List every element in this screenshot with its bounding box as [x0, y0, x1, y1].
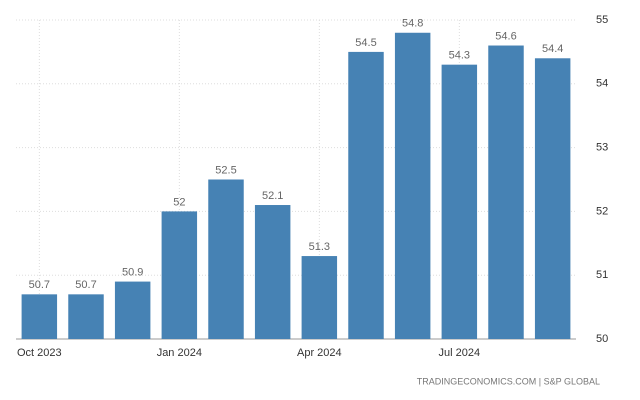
bar: [21, 294, 58, 339]
data-label: 54.5: [355, 37, 376, 49]
data-label: 54.4: [542, 43, 563, 55]
y-tick-label: 55: [596, 14, 608, 26]
data-label: 50.7: [75, 279, 96, 291]
bar: [534, 58, 571, 339]
data-label: 51.3: [309, 241, 330, 253]
data-label: 54.3: [449, 50, 470, 62]
x-tick-label: Jan 2024: [157, 347, 202, 359]
y-tick-label: 54: [596, 78, 608, 90]
data-label: 54.8: [402, 18, 423, 30]
y-tick-label: 53: [596, 142, 608, 154]
data-label: 50.7: [29, 279, 50, 291]
y-tick-label: 52: [596, 205, 608, 217]
data-label: 52.1: [262, 190, 283, 202]
y-tick-label: 50: [596, 333, 608, 345]
bar: [161, 211, 198, 339]
bar: [254, 205, 291, 339]
x-tick-label: Jul 2024: [439, 347, 481, 359]
bar: [488, 45, 524, 340]
bar: [208, 179, 244, 339]
bar: [68, 294, 104, 339]
bar: [348, 51, 384, 340]
bar: [114, 281, 151, 339]
data-label: 50.9: [122, 266, 143, 278]
data-label: 52: [173, 196, 185, 208]
source: TRADINGECONOMICS.COM | S&P GLOBAL: [417, 376, 600, 386]
data-label: 54.6: [495, 30, 516, 42]
x-tick-label: Apr 2024: [297, 347, 342, 359]
y-tick-label: 51: [596, 269, 608, 281]
bar: [301, 256, 338, 339]
x-tick-label: Oct 2023: [17, 347, 62, 359]
bar: [441, 64, 478, 339]
data-label: 52.5: [215, 164, 236, 176]
bar: [394, 32, 431, 339]
